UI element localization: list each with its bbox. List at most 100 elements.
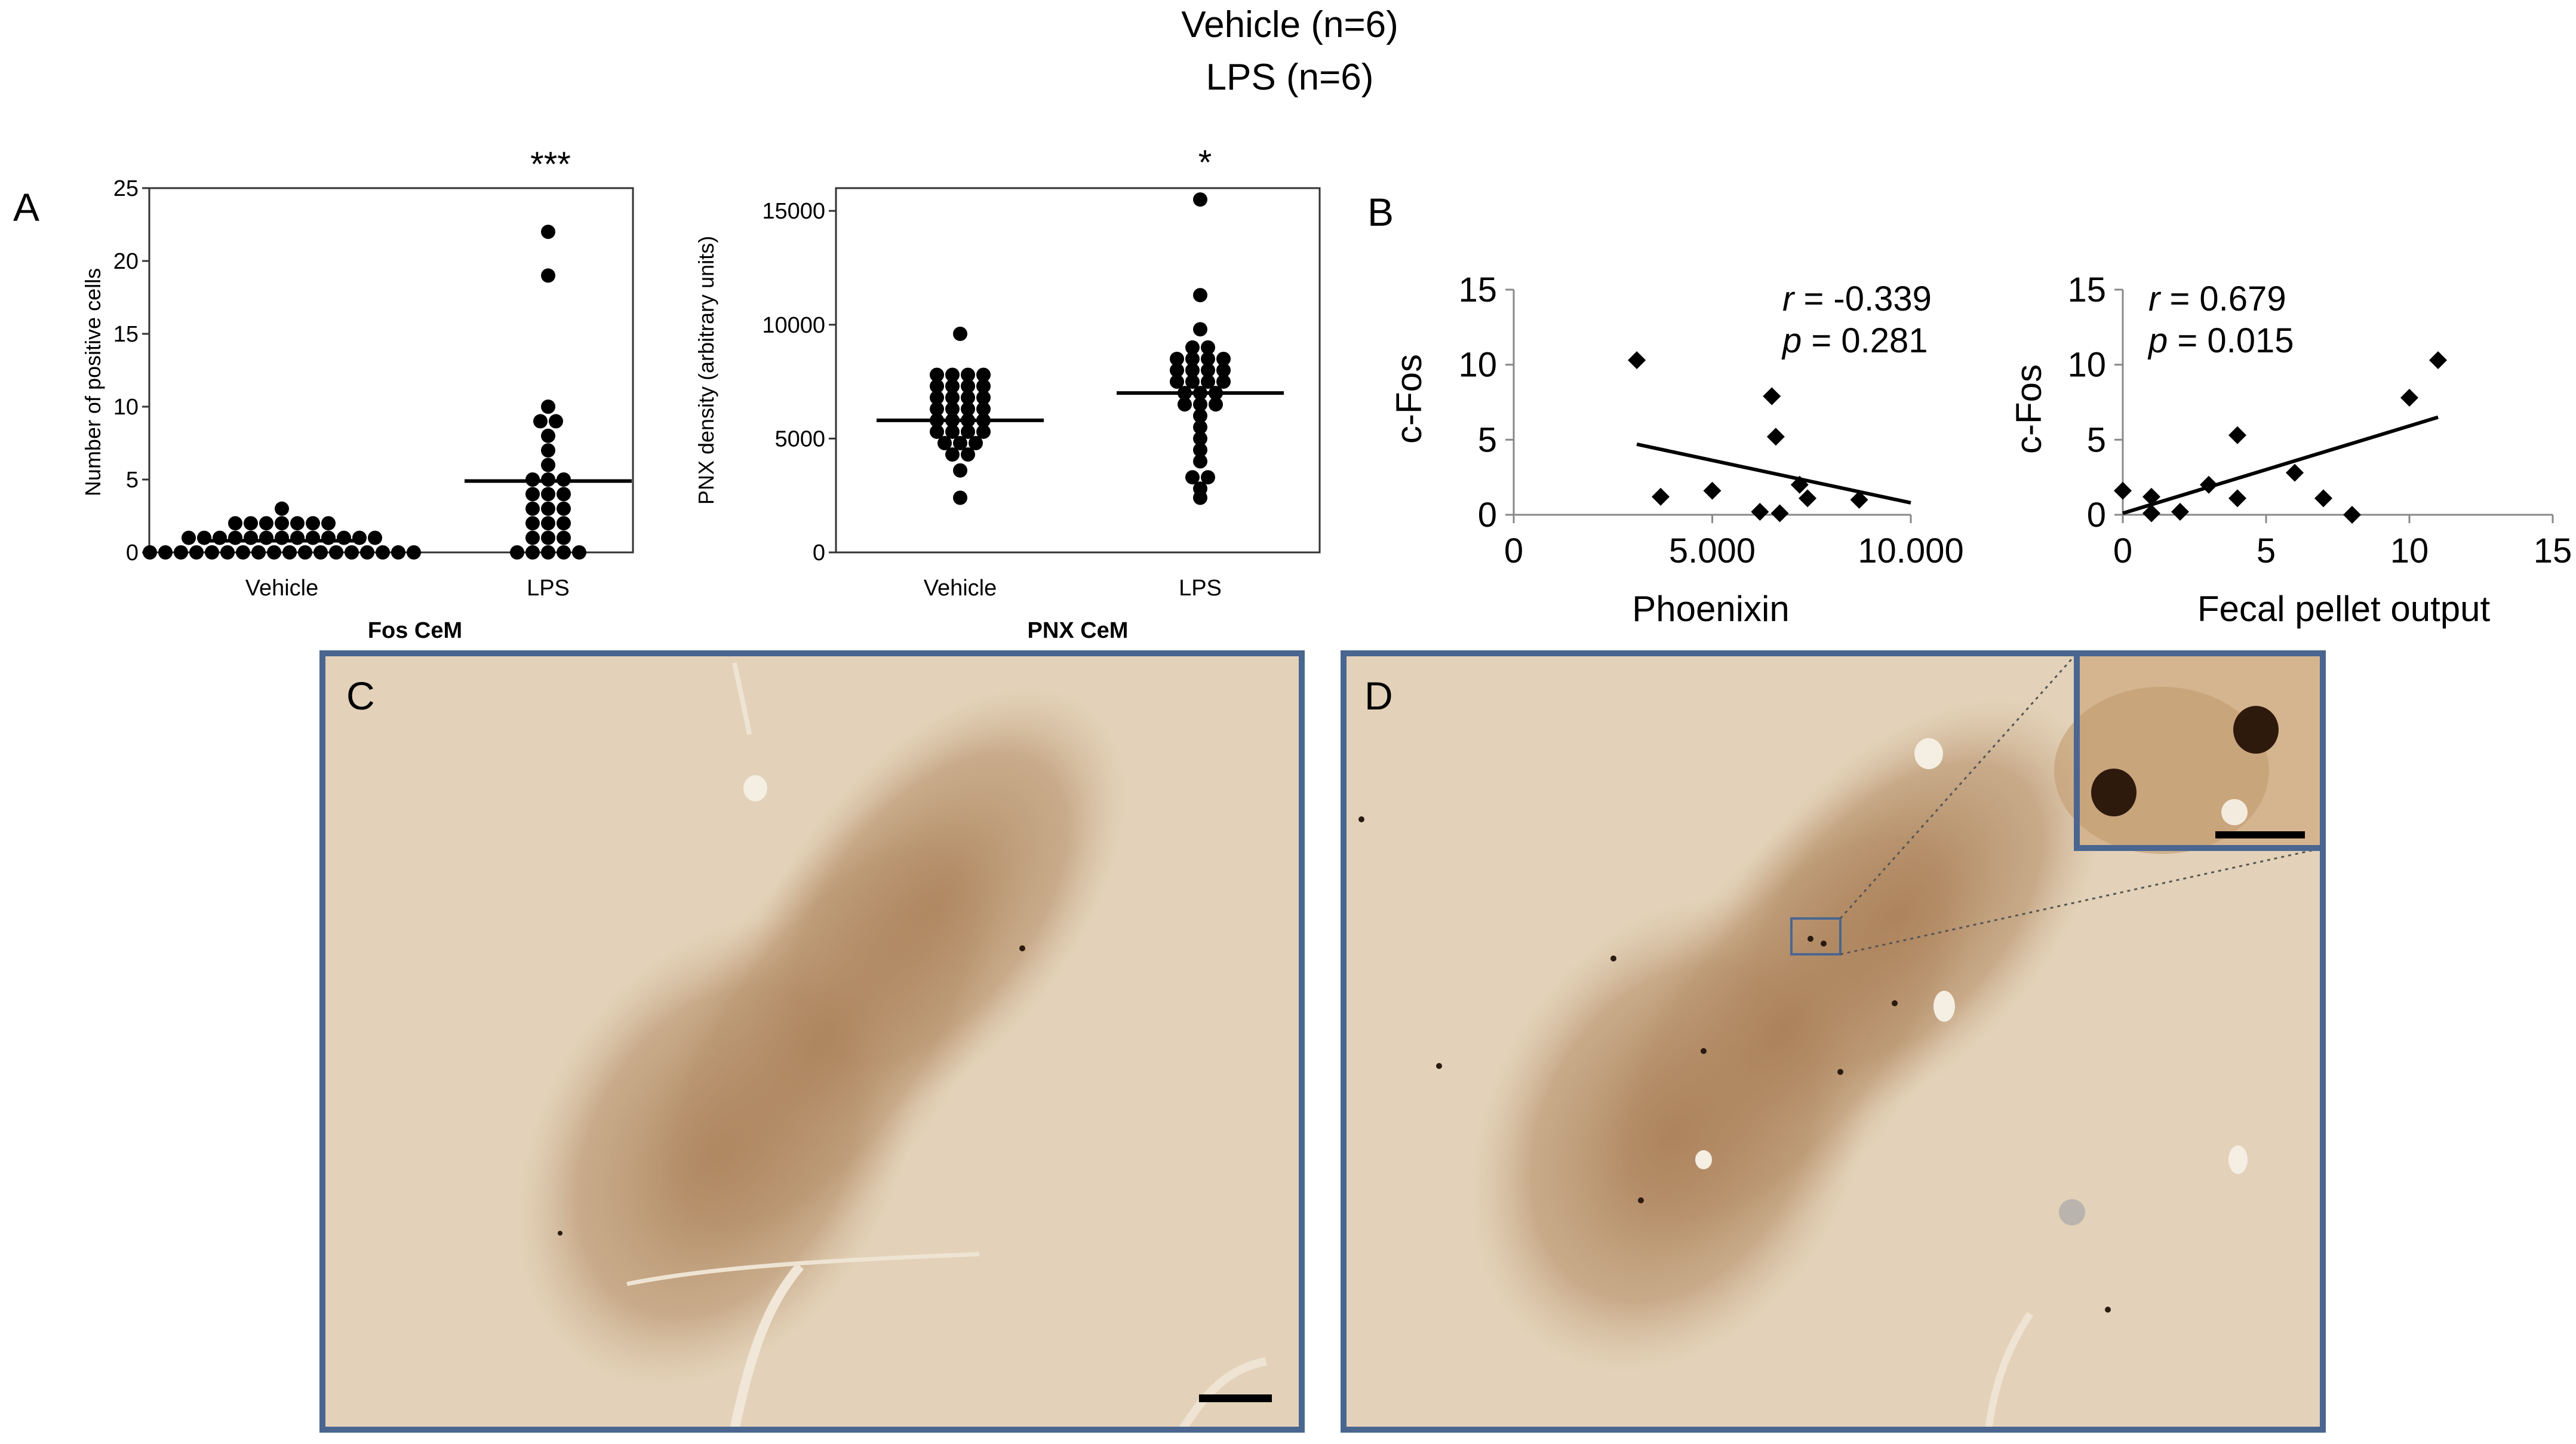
subtitle-pnx: PNX CeM [1028,618,1129,643]
data-point [1216,374,1231,389]
data-point [244,530,258,545]
scale-bar-inset [2215,831,2305,838]
data-point [557,487,571,502]
data-point [1799,489,1817,508]
data-point [182,530,196,545]
x-tick-label: LPS [527,576,570,601]
x-axis-label-fecal: Fecal pellet output [2197,589,2491,629]
x-tick-label: 0 [1504,531,1523,570]
data-point [1170,351,1184,366]
data-point [282,545,297,560]
y-tick-label: 25 [113,176,139,201]
data-point [1216,363,1231,377]
y-tick-label: 0 [813,540,825,566]
data-point [1185,374,1200,389]
data-point [930,379,944,394]
data-point [945,390,960,405]
stat-p-value-fecal: = 0.015 [2168,321,2294,360]
data-point [407,545,421,560]
stat-r-symbol-fecal: r [2148,279,2162,318]
chart-phoenixin: 0 5 10 15 0 5.000 10.000 c-Fos Phoenixin r = … [1389,271,1964,629]
x-tick-label: 5.000 [1669,531,1756,570]
stat-r-value-phoenixin: = -0.339 [1794,279,1932,318]
data-point [251,545,266,560]
data-point [557,516,571,531]
data-point [541,457,555,472]
y-tick-label: 5000 [774,426,825,451]
data-point [337,530,351,545]
data-point [290,530,305,545]
data-point [306,530,320,545]
trendline-fecal [2122,415,2439,515]
data-point [945,367,960,382]
vessel-c-5 [732,662,752,735]
data-point [298,545,312,560]
cell-d-3 [1610,956,1616,961]
data-point [1209,397,1223,412]
y-tick-label: 0 [126,540,139,566]
y-tick-label: 5 [126,468,139,493]
vessel-d-2 [1933,991,1955,1022]
data-point [557,545,571,560]
data-point [1193,454,1207,469]
data-point [368,530,382,545]
y-axis-label-fecal: c-Fos [2009,364,2049,454]
data-point [976,390,991,405]
data-point [1763,387,1781,405]
data-point [1193,397,1207,412]
x-tick-label: Vehicle [924,576,997,601]
data-point [1201,470,1215,485]
data-point [1201,374,1215,389]
data-point [541,501,555,516]
cell-d-5 [1701,1048,1707,1054]
data-points-fecal [2114,351,2447,524]
chart-pnx: 0 5000 10000 15000 Vehicle LPS * PNX density… [694,143,1321,643]
y-ticks-phoenixin: 0 5 10 15 [1458,271,1514,534]
data-point [541,545,555,560]
data-point [2228,426,2246,444]
data-point [275,516,289,531]
data-point [321,530,336,545]
stain-region-c-body [613,773,1035,1305]
inset-vessel [2221,799,2248,825]
panel-label-a: A [13,185,39,229]
y-tick-label: 20 [113,249,139,274]
panel-label-d: D [1364,674,1393,718]
cell-d-2 [1821,941,1827,947]
data-point [1193,322,1207,337]
data-point [228,530,242,545]
data-point [953,463,967,478]
data-point [525,487,540,502]
data-point [1185,470,1200,485]
y-tick-label: 10000 [762,313,825,338]
data-point [937,436,952,450]
data-point [961,447,975,462]
data-point [525,516,540,531]
data-point [2114,481,2132,500]
data-point [1770,504,1789,523]
data-point [930,401,944,416]
stat-p-symbol-fecal: p [2147,321,2168,360]
data-point [290,516,305,531]
vessel-c-2 [626,1252,980,1286]
data-point [1185,363,1200,377]
data-point [1703,481,1722,500]
data-point [961,379,975,394]
cell-c-1 [1019,945,1025,951]
data-point [945,379,960,394]
x-tick-label: 5 [2257,531,2276,570]
significance-fos: *** [530,145,571,184]
x-ticks-fecal: 0 5 10 15 [2113,515,2572,570]
data-point [541,530,555,545]
data-point [1850,490,1868,509]
data-point [525,530,540,545]
y-axis-label-fos: Number of positive cells [81,268,105,496]
data-point [228,516,242,531]
y-tick-label: 10 [2067,346,2106,385]
y-tick-label: 15 [2067,271,2106,309]
data-point [533,414,548,429]
panel-label-c: C [346,674,375,718]
data-point [1185,340,1200,355]
